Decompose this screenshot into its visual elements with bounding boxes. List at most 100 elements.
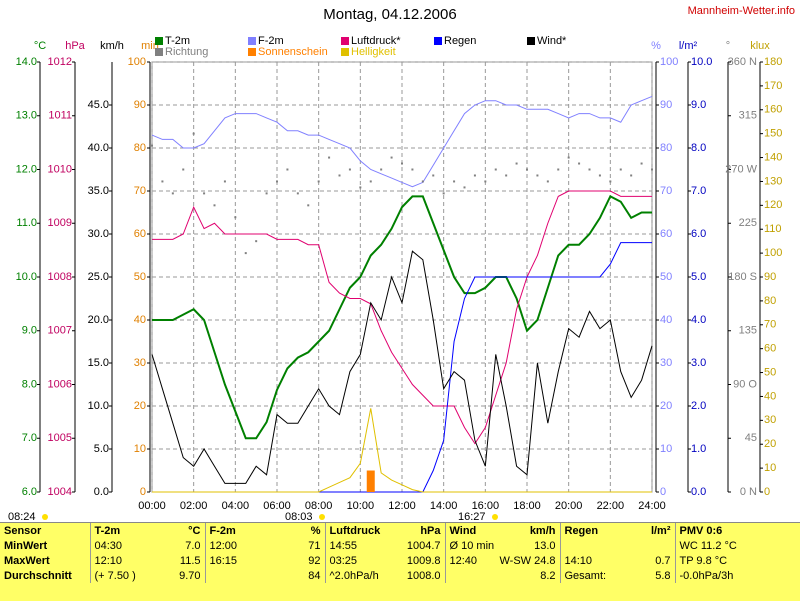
tick-label: 30 xyxy=(134,357,146,369)
scatter-point xyxy=(203,192,206,195)
table-cell: 12:00 xyxy=(204,538,265,553)
table-cell: 14:10 xyxy=(559,553,625,568)
tick-label: 180 S xyxy=(728,271,757,283)
scatter-point xyxy=(161,180,164,183)
tick-label: 170 xyxy=(764,80,782,92)
tick-label: 315 xyxy=(739,110,757,122)
x-tick-label: 04:00 xyxy=(222,500,250,512)
x-tick-label: 06:00 xyxy=(263,500,291,512)
x-tick-label: 14:00 xyxy=(430,500,458,512)
legend-swatch xyxy=(434,37,442,45)
table-cell: 11.5 xyxy=(179,554,201,567)
tick-label: 140 xyxy=(764,151,782,163)
tick-label: 10.0 xyxy=(16,271,37,283)
tick-label: 40 xyxy=(134,314,146,326)
scatter-point xyxy=(453,180,456,183)
tick-label: 0 N xyxy=(740,486,757,498)
legend-swatch xyxy=(527,37,535,45)
tick-label: 135 xyxy=(739,325,757,337)
tick-label: 8.0 xyxy=(22,378,37,390)
tick-label: 30 xyxy=(764,414,776,426)
tick-label: 110 xyxy=(764,223,782,235)
scatter-point xyxy=(255,240,258,243)
scatter-point xyxy=(567,156,570,159)
tick-label: 90 xyxy=(660,99,672,111)
tick-label: 40 xyxy=(660,314,672,326)
table-cell: 0.7 xyxy=(655,554,671,567)
table-cell: km/h xyxy=(529,524,556,537)
scatter-point xyxy=(411,168,414,171)
table-cell: 03:25 xyxy=(324,553,395,568)
legend-swatch xyxy=(155,48,163,56)
tick-label: 0 xyxy=(660,486,666,498)
tick-label: 1012 xyxy=(48,56,72,68)
scatter-point xyxy=(192,132,195,135)
tick-label: 1009 xyxy=(48,217,72,229)
series-line xyxy=(152,190,652,445)
scatter-point xyxy=(390,156,393,159)
axis-unit: klux xyxy=(750,40,770,52)
table-cell: 04:30 xyxy=(89,538,150,553)
tick-label: 50 xyxy=(660,271,672,283)
series-line xyxy=(151,250,653,484)
table-cell xyxy=(559,538,625,553)
scatter-point xyxy=(484,180,487,183)
x-tick-label: 10:00 xyxy=(347,500,375,512)
scatter-point xyxy=(463,186,466,189)
series-line xyxy=(151,95,653,188)
tick-label: 50 xyxy=(764,366,776,378)
scatter-point xyxy=(307,204,310,207)
legend-swatch xyxy=(155,37,163,45)
legend-label: Helligkeit xyxy=(351,46,396,58)
tick-label: 1005 xyxy=(48,432,72,444)
table-cell: 1008.0 xyxy=(406,569,441,582)
table-cell: hPa xyxy=(420,524,441,537)
legend-label: Sonnenschein xyxy=(258,46,328,58)
table-cell xyxy=(625,538,675,553)
sun-marker xyxy=(319,514,325,520)
axis-unit: °C xyxy=(34,40,46,52)
tick-label: 0.0 xyxy=(94,486,109,498)
axis-unit: km/h xyxy=(100,40,124,52)
scatter-point xyxy=(630,174,633,177)
scatter-point xyxy=(526,168,528,171)
tick-label: 30.0 xyxy=(88,228,109,240)
scatter-point xyxy=(359,186,362,189)
scatter-point xyxy=(432,174,435,177)
scatter-point xyxy=(505,174,508,177)
annotation: 08:03 xyxy=(285,511,313,522)
scatter-point xyxy=(421,180,424,183)
table-cell: 14:55 xyxy=(324,538,395,553)
table-cell: MaxWert xyxy=(4,554,50,567)
table-cell: 12:10 xyxy=(89,553,150,568)
tick-label: 1004 xyxy=(48,486,72,498)
tick-label: 10.0 xyxy=(88,400,109,412)
table-cell: l/m² xyxy=(650,524,671,537)
table-row: MaxWert 12:10 11.5 16:15 92 03:25 1009.8 12:40 W… xyxy=(0,553,800,568)
scatter-point xyxy=(515,162,518,165)
chart: Montag, 04.12.2006 Mannheim-Wetter.info … xyxy=(8,5,795,523)
tick-label: 20 xyxy=(660,400,672,412)
axis-unit: % xyxy=(651,40,661,52)
tick-label: 45.0 xyxy=(88,99,109,111)
table-cell: 71 xyxy=(308,539,321,552)
tick-label: 100 xyxy=(128,56,146,68)
table-cell: Durchschnitt xyxy=(4,569,72,582)
legend-label: Richtung xyxy=(165,46,208,58)
scatter-point xyxy=(494,168,497,171)
scatter-point xyxy=(348,168,351,171)
legend-label: F-2m xyxy=(258,35,284,47)
scatter-point xyxy=(244,252,247,255)
table-cell: TP 9.8 °C xyxy=(674,553,800,568)
tick-label: 11.0 xyxy=(16,217,37,229)
table-cell: 5.8 xyxy=(655,569,671,582)
scatter-point xyxy=(651,168,653,171)
tick-label: 30 xyxy=(660,357,672,369)
tick-label: 60 xyxy=(764,343,776,355)
table-cell: % xyxy=(310,524,321,537)
scatter-point xyxy=(369,180,372,183)
table-cell: Regen xyxy=(559,523,625,538)
tick-label: 90 xyxy=(134,99,146,111)
annotation: 08:24 xyxy=(8,511,36,522)
axis-unit: ° xyxy=(726,40,730,52)
